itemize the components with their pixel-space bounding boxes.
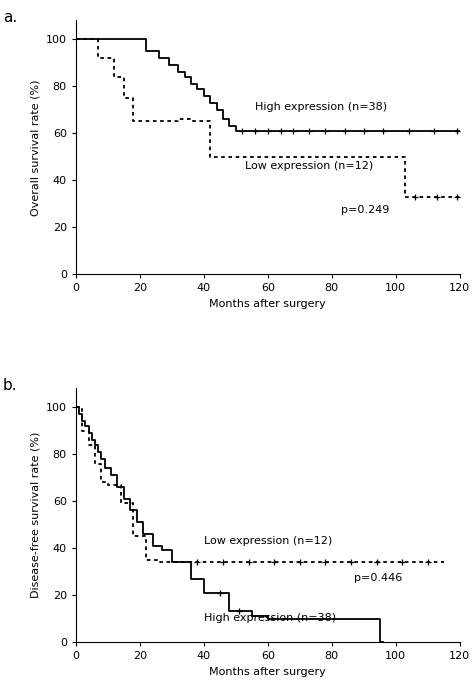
Text: High expression (n=38): High expression (n=38) [204, 613, 336, 623]
X-axis label: Months after surgery: Months after surgery [210, 298, 326, 309]
Text: High expression (n=38): High expression (n=38) [255, 102, 387, 112]
Y-axis label: Disease-free survival rate (%): Disease-free survival rate (%) [30, 432, 40, 598]
Text: p=0.249: p=0.249 [341, 205, 390, 215]
Y-axis label: Overall survival rate (%): Overall survival rate (%) [30, 79, 40, 216]
Text: Low expression (n=12): Low expression (n=12) [204, 535, 332, 546]
Text: a.: a. [3, 10, 17, 25]
X-axis label: Months after surgery: Months after surgery [210, 667, 326, 677]
Text: b.: b. [3, 378, 18, 393]
Text: p=0.446: p=0.446 [354, 573, 402, 583]
Text: Low expression (n=12): Low expression (n=12) [246, 161, 374, 171]
